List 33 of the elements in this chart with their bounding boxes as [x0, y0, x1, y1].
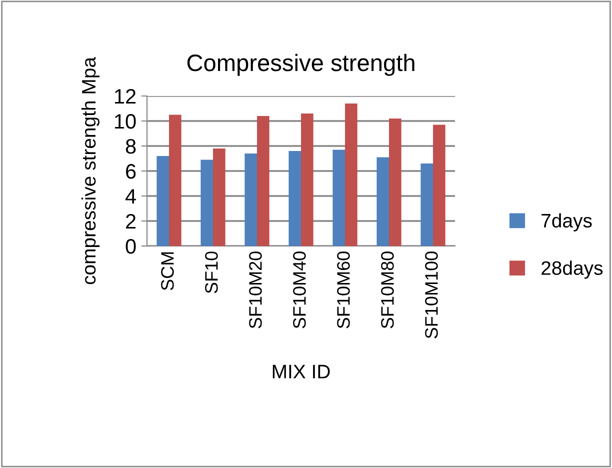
x-tick-label: SF10M40: [293, 252, 306, 328]
bar: [169, 114, 182, 246]
bar: [376, 157, 389, 246]
y-axis-title: compressive strength Mpa: [81, 56, 100, 284]
bar: [301, 114, 314, 246]
legend-label: 7days: [542, 213, 592, 232]
y-tick-label: 10: [115, 114, 136, 129]
bar: [257, 116, 270, 246]
legend-label: 28days: [542, 260, 603, 279]
bar: [200, 160, 213, 246]
bar: [389, 118, 402, 246]
x-tick-label: SCM: [161, 252, 174, 290]
y-tick-label: 4: [125, 189, 136, 204]
x-tick-label: SF10M20: [249, 252, 262, 328]
x-tick-label: SF10: [205, 252, 218, 294]
y-tick-label: 2: [126, 214, 136, 229]
y-tick-label: 8: [126, 139, 136, 154]
y-tick-label: 12: [115, 89, 136, 104]
bar: [345, 104, 358, 246]
chart-title: Compressive strength: [187, 54, 414, 76]
y-tick-label: 0: [126, 239, 136, 254]
bar: [156, 156, 169, 246]
bar: [433, 124, 446, 246]
x-axis-title: MIX ID: [272, 364, 330, 378]
bar: [213, 148, 226, 246]
bar: [244, 154, 257, 246]
x-tick-label: SF10M80: [381, 252, 394, 328]
bar: [288, 151, 301, 246]
bar: [332, 150, 345, 246]
bar: [420, 164, 433, 246]
x-tick-label: SF10M60: [337, 252, 350, 328]
y-tick-label: 6: [126, 164, 136, 179]
x-tick-label: SF10M100: [425, 252, 438, 338]
